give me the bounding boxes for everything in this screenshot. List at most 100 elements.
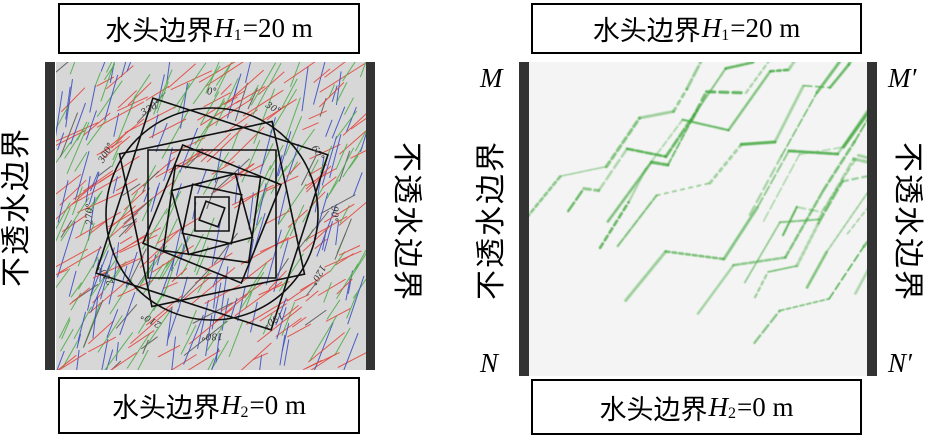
flow-segment	[606, 160, 653, 223]
head-subscript: 1	[721, 26, 730, 44]
fracture-line	[140, 247, 162, 285]
rotated-square	[95, 97, 329, 331]
fracture-line	[220, 83, 232, 95]
fracture-line	[124, 106, 177, 134]
fracture-line	[108, 280, 116, 305]
fracture-line	[261, 143, 274, 168]
fracture-line	[77, 222, 95, 267]
fracture-line	[157, 344, 181, 358]
flow-segment	[638, 110, 675, 120]
fracture-line	[103, 63, 116, 81]
fracture-line	[342, 62, 356, 82]
head-subscript: 1	[233, 26, 242, 44]
fracture-line	[96, 140, 123, 156]
fracture-line	[210, 158, 250, 195]
flow-segment	[649, 160, 670, 167]
head-subscript: 2	[728, 405, 736, 422]
flow-segment	[664, 250, 726, 261]
fracture-line	[88, 278, 130, 314]
fracture-line	[317, 278, 346, 296]
right-top-head-boundary-box: 水头边界 H 1 =20 m	[531, 3, 862, 54]
fracture-line	[70, 282, 83, 298]
flow-segment	[685, 62, 703, 91]
fracture-line	[215, 77, 239, 127]
fracture-line	[153, 69, 173, 115]
fracture-line	[142, 339, 149, 355]
flow-segment	[582, 187, 601, 193]
fracture-line	[89, 171, 99, 192]
fracture-line	[56, 91, 63, 137]
fracture-line	[296, 210, 330, 252]
fracture-line	[97, 165, 112, 177]
corner-label-m-prime: M′	[888, 63, 917, 93]
corner-label-m: M	[480, 63, 503, 93]
angle-label: 180°	[201, 331, 223, 341]
fracture-line	[62, 341, 78, 369]
fracture-line	[279, 225, 292, 249]
fracture-line	[277, 131, 292, 177]
fracture-line	[97, 315, 123, 353]
fracture-line	[283, 62, 316, 84]
flow-segment	[780, 91, 818, 157]
flow-segment	[739, 140, 777, 146]
fracture-line	[205, 314, 213, 357]
fracture-line	[192, 65, 221, 105]
fracture-line	[352, 172, 363, 197]
fracture-line	[242, 89, 284, 117]
fracture-line	[228, 320, 244, 358]
fracture-line	[302, 122, 319, 131]
fracture-line	[85, 110, 97, 141]
fracture-line	[213, 273, 218, 309]
flow-segment	[787, 149, 840, 156]
fracture-line	[203, 92, 231, 108]
fracture-line	[273, 240, 289, 293]
fracture-line	[235, 85, 266, 104]
fracture-line	[160, 243, 183, 280]
fracture-line	[57, 132, 65, 151]
fracture-line	[225, 109, 258, 134]
fracture-line	[354, 249, 366, 270]
fracture-line	[195, 246, 209, 276]
fracture-line	[153, 186, 159, 203]
fracture-line	[59, 179, 87, 206]
fracture-line	[104, 332, 134, 370]
fracture-line	[314, 321, 334, 370]
fracture-line	[197, 270, 210, 294]
fracture-line	[305, 352, 340, 369]
fracture-line	[287, 323, 312, 338]
fracture-line	[313, 68, 331, 83]
corner-label-n-prime: N′	[888, 348, 912, 378]
rotated-square	[162, 164, 262, 264]
fracture-line	[180, 324, 197, 355]
flow-segment	[836, 109, 867, 156]
right-impermeable-label: 不透水边界	[390, 142, 423, 302]
fracture-line	[191, 267, 236, 305]
fracture-line	[170, 70, 213, 91]
fracture-line	[74, 151, 88, 172]
fracture-line	[275, 154, 283, 181]
fracture-line	[106, 65, 134, 90]
fracture-line	[324, 62, 346, 78]
fracture-line	[262, 313, 273, 335]
fracture-line	[286, 162, 301, 177]
fracture-line	[265, 229, 282, 285]
flow-segment	[795, 206, 823, 213]
fracture-line	[80, 220, 86, 236]
fracture-line	[211, 340, 229, 369]
fracture-line	[57, 180, 69, 223]
fracture-line	[170, 227, 182, 272]
fracture-line	[326, 299, 341, 320]
fracture-line	[257, 168, 275, 207]
rotated-square	[147, 149, 277, 279]
fracture-line	[305, 290, 319, 302]
fracture-line	[204, 252, 233, 272]
fracture-line	[205, 62, 244, 87]
flow-segment	[644, 118, 684, 170]
fracture-line	[267, 62, 282, 88]
fracture-line	[145, 295, 183, 326]
fracture-line	[244, 262, 268, 299]
fracture-line	[335, 220, 340, 246]
fracture-line	[230, 297, 238, 318]
fracture-line	[214, 293, 249, 323]
fracture-line	[200, 132, 232, 163]
